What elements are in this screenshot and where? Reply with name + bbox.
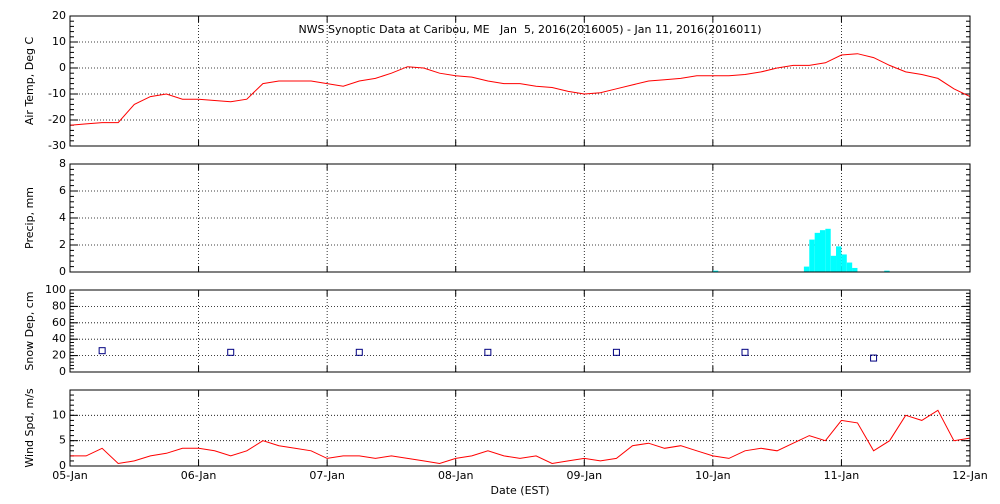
bar — [841, 254, 847, 272]
y-tick-label: 0 — [59, 365, 66, 378]
y-tick-label: 4 — [59, 211, 66, 224]
plot-frame — [69, 389, 971, 467]
point — [870, 354, 878, 362]
bar — [830, 255, 837, 272]
y-tick-label: 0 — [59, 61, 66, 74]
y-tick-label: 20 — [52, 349, 66, 362]
point — [741, 348, 749, 356]
y-tick-label: 6 — [59, 184, 66, 197]
data-line — [69, 53, 971, 126]
point — [612, 348, 620, 356]
bar — [836, 246, 842, 272]
bar — [712, 270, 719, 272]
plot-frame — [69, 15, 971, 147]
x-tick-label: 06-Jan — [181, 469, 217, 482]
y-tick-label: 10 — [52, 408, 66, 421]
bar — [819, 230, 826, 272]
y-tick-label: 80 — [52, 299, 66, 312]
y-axis-label: Precip, mm — [23, 187, 36, 249]
y-axis-label: Snow Dep, cm — [23, 291, 36, 370]
y-tick-label: 20 — [52, 9, 66, 22]
y-tick-label: 100 — [45, 283, 66, 296]
x-tick-label: 07-Jan — [309, 469, 345, 482]
x-tick-label: 10-Jan — [695, 469, 731, 482]
y-tick-label: 10 — [52, 35, 66, 48]
y-axis-label: Air Temp, Deg C — [23, 37, 36, 126]
y-tick-label: -20 — [48, 113, 66, 126]
y-tick-label: -30 — [48, 139, 66, 152]
plot-frame — [69, 163, 971, 273]
y-tick-label: 2 — [59, 238, 66, 251]
y-tick-label: 40 — [52, 332, 66, 345]
y-tick-label: -10 — [48, 87, 66, 100]
bar — [809, 239, 815, 272]
x-tick-label: 08-Jan — [438, 469, 474, 482]
y-tick-label: 60 — [52, 316, 66, 329]
bar — [814, 232, 821, 272]
bar — [846, 262, 853, 272]
x-tick-label: 05-Jan — [52, 469, 88, 482]
point — [98, 347, 106, 355]
bar — [825, 228, 831, 272]
chart-title: NWS Synoptic Data at Caribou, ME Jan 5, … — [298, 23, 761, 36]
point — [227, 348, 235, 356]
y-tick-label: 0 — [59, 459, 66, 472]
x-axis-label: Date (EST) — [490, 484, 549, 497]
x-tick-label: 11-Jan — [824, 469, 860, 482]
point — [355, 348, 363, 356]
bar — [803, 266, 810, 272]
x-tick-label: 09-Jan — [567, 469, 603, 482]
y-tick-label: 8 — [59, 157, 66, 170]
plot-frame — [69, 289, 971, 373]
bar — [884, 270, 890, 272]
y-axis-label: Wind Spd, m/s — [23, 388, 36, 468]
y-tick-label: 0 — [59, 265, 66, 278]
x-tick-label: 12-Jan — [952, 469, 988, 482]
data-line — [70, 409, 971, 465]
y-tick-label: 5 — [59, 434, 66, 447]
point — [484, 348, 492, 356]
bar — [852, 267, 858, 272]
